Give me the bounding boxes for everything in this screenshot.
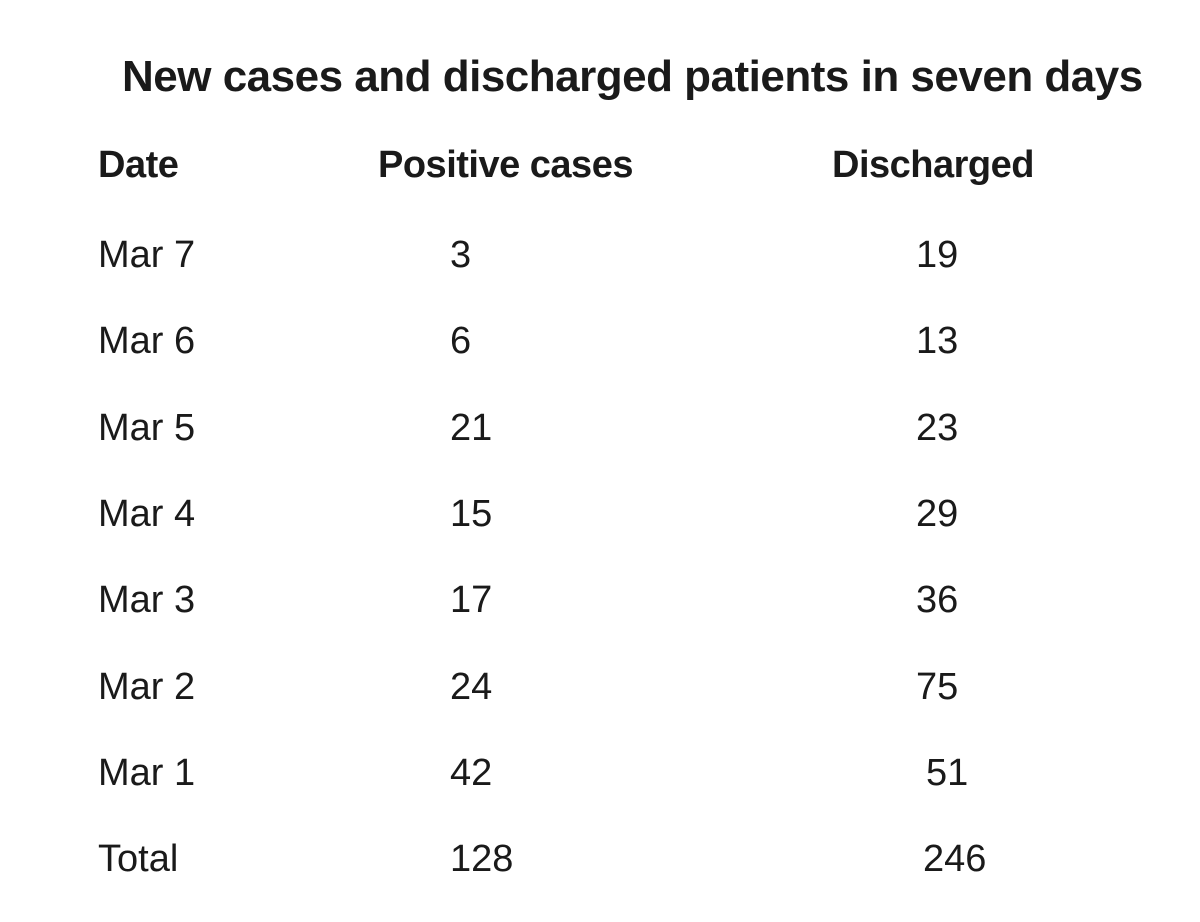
cell-positive-cases: 128 (450, 838, 514, 880)
cell-discharged: 23 (916, 407, 959, 449)
cell-date: Mar 4 (98, 493, 196, 535)
cell-date: Mar 7 (98, 234, 196, 276)
cell-positive-cases: 24 (450, 666, 493, 708)
cell-discharged: 75 (916, 666, 959, 708)
cell-positive-cases: 15 (450, 493, 493, 535)
cell-discharged: 246 (923, 838, 987, 880)
cell-date: Mar 6 (98, 320, 196, 362)
header-date: Date (98, 144, 179, 186)
cell-discharged: 51 (926, 752, 969, 794)
cell-date: Total (98, 838, 179, 880)
cell-positive-cases: 42 (450, 752, 493, 794)
cell-date: Mar 5 (98, 407, 196, 449)
cell-positive-cases: 21 (450, 407, 493, 449)
header-discharged: Discharged (832, 144, 1034, 186)
header-positive-cases: Positive cases (378, 144, 633, 186)
table-title: New cases and discharged patients in sev… (122, 52, 1143, 101)
cell-discharged: 19 (916, 234, 959, 276)
cell-date: Mar 3 (98, 579, 196, 621)
cell-discharged: 36 (916, 579, 959, 621)
cell-positive-cases: 6 (450, 320, 472, 362)
cell-positive-cases: 3 (450, 234, 472, 276)
cell-date: Mar 1 (98, 752, 196, 794)
cell-positive-cases: 17 (450, 579, 493, 621)
cell-date: Mar 2 (98, 666, 196, 708)
cell-discharged: 29 (916, 493, 959, 535)
cell-discharged: 13 (916, 320, 959, 362)
